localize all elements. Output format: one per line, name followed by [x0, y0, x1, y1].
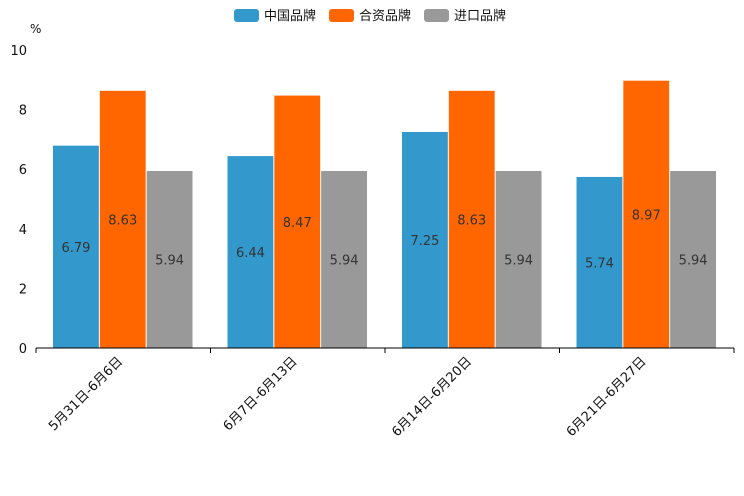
- bar-3-3: [495, 170, 542, 348]
- bar-1-3: [402, 131, 448, 348]
- legend-label: 合资品牌: [359, 8, 411, 24]
- legend: 中国品牌 合资品牌 进口品牌: [234, 8, 506, 24]
- bar-1-2: [227, 156, 274, 348]
- y-tick-label: 2: [19, 282, 27, 297]
- legend-label: 中国品牌: [264, 8, 316, 24]
- bar-1-4: [576, 176, 623, 348]
- data-labels: 6.79 6.44 7.25 5.74 8.63 8.47 8.63 8.97 5.94 5.94…: [61, 208, 707, 271]
- data-label: 5.94: [155, 253, 184, 268]
- bar-2-3: [448, 90, 495, 349]
- bar-3-4: [670, 170, 716, 348]
- x-category-label: 5月31日-6月6日: [46, 354, 126, 434]
- legend-swatch: [424, 9, 449, 22]
- data-label: 5.94: [504, 253, 533, 268]
- y-tick-label: 6: [19, 163, 27, 178]
- y-axis-unit-label: %: [30, 22, 41, 36]
- bars: [53, 80, 716, 349]
- bar-2-2: [274, 95, 321, 349]
- legend-swatch: [329, 9, 354, 22]
- data-label: 6.79: [61, 241, 90, 256]
- x-axis: 5月31日-6月6日 6月7日-6月13日 6月14日-6月20日 6月21日-6月2…: [35, 347, 735, 440]
- bar-3-2: [321, 170, 367, 348]
- x-category-label: 6月21日-6月27日: [564, 354, 650, 440]
- x-category-label: 6月14日-6月20日: [389, 354, 475, 440]
- x-category-label: 6月7日-6月13日: [221, 354, 301, 434]
- data-label: 6.44: [236, 246, 265, 261]
- y-tick-label: 10: [10, 44, 27, 59]
- y-tick-label: 0: [19, 342, 27, 357]
- y-axis: 0 2 4 6 8 10: [10, 44, 27, 357]
- y-tick-label: 4: [19, 223, 27, 238]
- data-label: 8.97: [632, 208, 661, 223]
- data-label: 8.47: [283, 216, 312, 231]
- data-label: 5.74: [585, 256, 614, 271]
- bar-1-1: [53, 145, 99, 348]
- legend-label: 进口品牌: [454, 8, 506, 24]
- legend-swatch: [234, 9, 259, 22]
- y-tick-label: 8: [19, 104, 27, 119]
- bar-3-1: [146, 170, 193, 348]
- data-label: 8.63: [457, 213, 486, 228]
- bar-2-4: [623, 80, 670, 348]
- data-label: 8.63: [108, 213, 137, 228]
- bar-2-1: [99, 90, 146, 349]
- data-label: 7.25: [410, 234, 439, 249]
- data-label: 5.94: [330, 253, 359, 268]
- data-label: 5.94: [679, 253, 708, 268]
